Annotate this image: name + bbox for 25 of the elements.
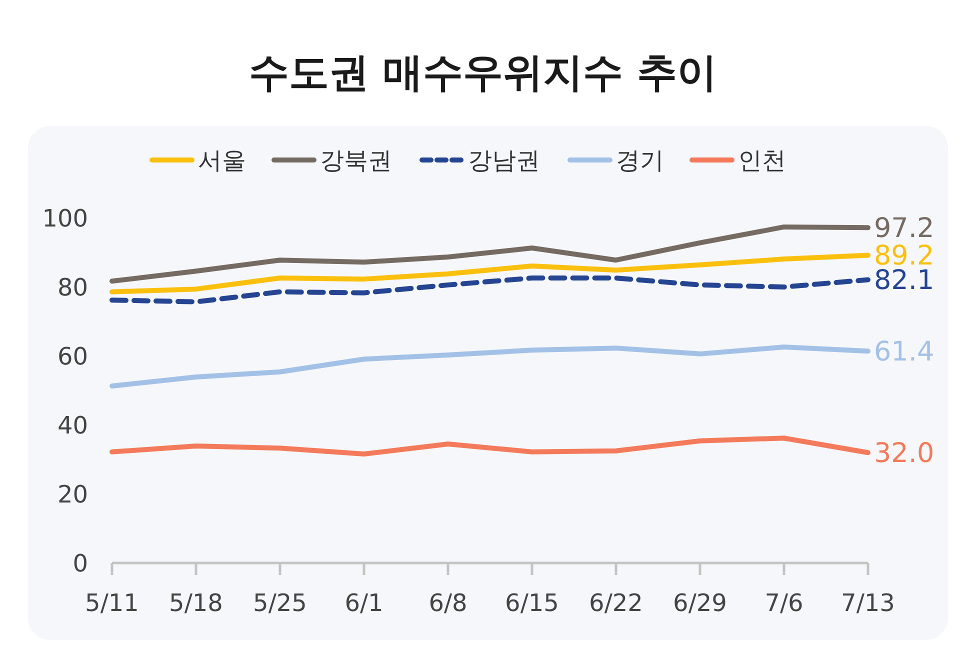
y-tick-label: 0 [72,549,88,578]
x-tick-label: 6/8 [428,589,468,617]
y-tick-label: 40 [57,411,88,440]
chart-title: 수도권 매수우위지수 추이 [249,50,717,96]
data-label: 97.2 [874,213,934,244]
y-tick-label: 20 [57,480,88,508]
y-tick-label: 100 [42,204,88,232]
legend-label: 강북권 [320,146,392,174]
x-tick-label: 6/22 [589,589,643,617]
legend-label: 경기 [616,146,664,174]
data-label: 32.0 [874,438,934,470]
y-tick-label: 60 [57,342,88,370]
x-tick-label: 6/15 [505,589,559,617]
x-tick-label: 7/6 [764,589,804,617]
legend-label: 서울 [198,146,246,174]
x-tick-label: 5/25 [253,589,307,617]
x-tick-label: 6/1 [344,589,384,617]
legend-label: 강남권 [468,146,540,174]
y-tick-label: 80 [57,273,88,302]
x-tick-label: 5/11 [85,589,139,617]
legend-label: 인천 [738,146,786,174]
data-label: 61.4 [874,336,934,368]
x-tick-label: 5/18 [169,589,223,617]
x-tick-label: 6/29 [673,589,727,617]
x-tick-label: 7/13 [841,589,895,617]
